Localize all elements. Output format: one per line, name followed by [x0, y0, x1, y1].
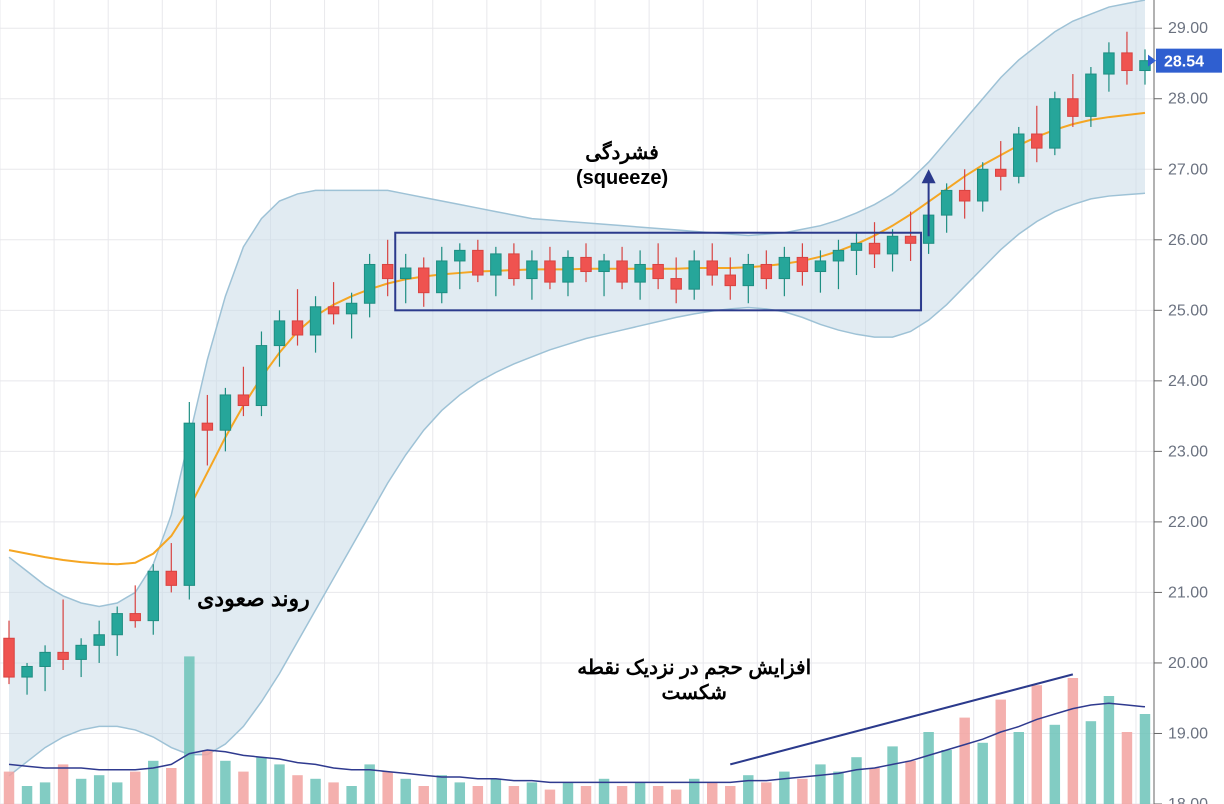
- svg-text:25.00: 25.00: [1168, 302, 1208, 319]
- svg-text:23.00: 23.00: [1168, 443, 1208, 460]
- chart-container: 18.00 19.00 20.00 21.00 22.00 23.00 24.00 25.00…: [0, 0, 1224, 804]
- annotation-uptrend: روند صعودی: [163, 585, 343, 613]
- svg-text:28.54: 28.54: [1164, 54, 1204, 71]
- svg-text:21.00: 21.00: [1168, 584, 1208, 601]
- annotation-uptrend-text: روند صعودی: [197, 586, 310, 611]
- annotation-squeeze-l1: فشردگی: [585, 142, 659, 164]
- svg-text:24.00: 24.00: [1168, 373, 1208, 390]
- svg-text:19.00: 19.00: [1168, 725, 1208, 742]
- svg-text:27.00: 27.00: [1168, 161, 1208, 178]
- annotation-volume-l2: شکست: [662, 682, 727, 704]
- annotation-squeeze-l2: (squeeze): [576, 167, 668, 189]
- annotation-volume: افزایش حجم در نزدیک نقطه شکست: [544, 656, 844, 706]
- svg-text:26.00: 26.00: [1168, 232, 1208, 249]
- svg-text:29.00: 29.00: [1168, 20, 1208, 37]
- svg-text:18.00: 18.00: [1168, 796, 1208, 804]
- svg-text:22.00: 22.00: [1168, 514, 1208, 531]
- annotation-volume-l1: افزایش حجم در نزدیک نقطه: [577, 657, 811, 679]
- annotation-squeeze: فشردگی (squeeze): [552, 141, 692, 191]
- svg-text:20.00: 20.00: [1168, 655, 1208, 672]
- svg-text:28.00: 28.00: [1168, 91, 1208, 108]
